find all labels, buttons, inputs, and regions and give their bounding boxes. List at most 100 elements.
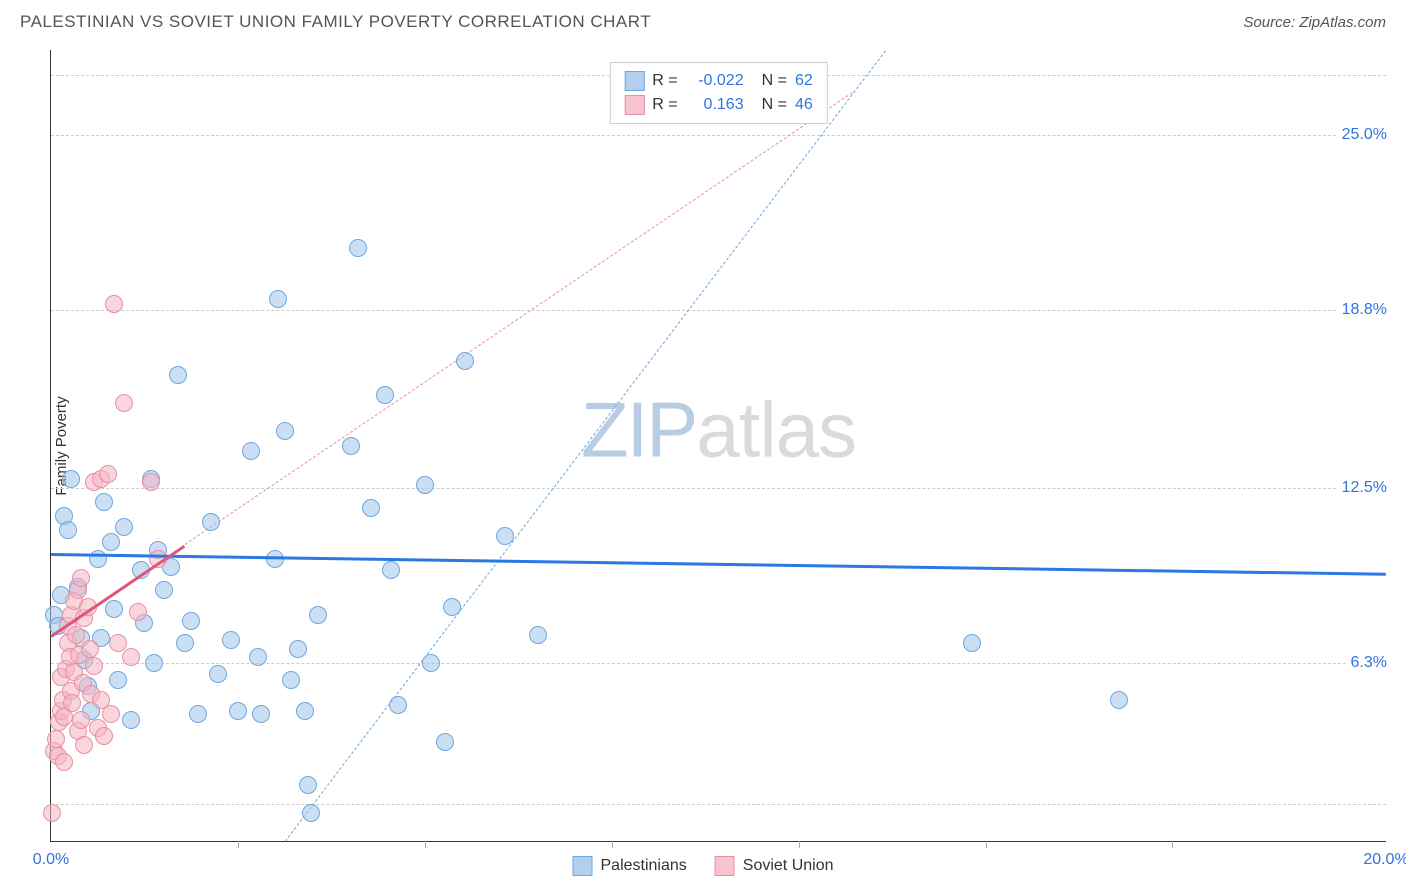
data-point [89,550,107,568]
data-point [105,295,123,313]
legend-item: Palestinians [573,856,687,876]
data-point [963,634,981,652]
legend-stats-row: R = 0.163 N = 46 [624,93,812,117]
y-tick-label: 12.5% [1338,479,1391,497]
x-tick-label: 0.0% [33,851,69,869]
data-point [389,696,407,714]
legend-item: Soviet Union [715,856,834,876]
data-point [269,290,287,308]
legend-bottom: Palestinians Soviet Union [573,856,834,876]
x-tick-label: 20.0% [1363,851,1406,869]
data-point [436,733,454,751]
source-credit: Source: ZipAtlas.com [1243,14,1386,31]
data-point [122,648,140,666]
legend-stats-row: R = -0.022 N = 62 [624,69,812,93]
legend-swatch [573,856,593,876]
data-point [75,736,93,754]
data-point [129,603,147,621]
legend-swatch [624,95,644,115]
data-point [252,705,270,723]
data-point [122,711,140,729]
data-point [422,654,440,672]
data-point [209,665,227,683]
legend-r-value: 0.163 [686,96,744,114]
legend-n-value: 46 [795,96,813,114]
data-point [176,634,194,652]
chart-title: PALESTINIAN VS SOVIET UNION FAMILY POVER… [20,12,651,32]
data-point [81,640,99,658]
legend-r-label: R = [652,96,677,114]
data-point [529,626,547,644]
data-point [102,533,120,551]
y-tick-label: 6.3% [1347,654,1391,672]
x-tick [1172,841,1173,848]
data-point [282,671,300,689]
data-point [105,600,123,618]
gridline [51,488,1386,489]
data-point [496,527,514,545]
header: PALESTINIAN VS SOVIET UNION FAMILY POVER… [0,0,1406,40]
data-point [47,730,65,748]
data-point [362,499,380,517]
data-point [189,705,207,723]
data-point [59,521,77,539]
legend-swatch [715,856,735,876]
data-point [155,581,173,599]
data-point [443,598,461,616]
data-point [109,671,127,689]
data-point [342,437,360,455]
data-point [349,239,367,257]
legend-n-label: N = [762,96,787,114]
data-point [296,702,314,720]
data-point [276,422,294,440]
legend-swatch [624,71,644,91]
legend-label: Soviet Union [743,857,834,875]
legend-n-value: 62 [795,72,813,90]
data-point [1110,691,1128,709]
legend-stats: R = -0.022 N = 62 R = 0.163 N = 46 [609,62,827,124]
plot-area: ZIPatlas 6.3%12.5%18.8%25.0%0.0%20.0%R =… [50,50,1386,842]
data-point [115,394,133,412]
data-point [249,648,267,666]
data-point [72,569,90,587]
data-point [309,606,327,624]
y-tick-label: 18.8% [1338,301,1391,319]
data-point [102,705,120,723]
trend-line [51,553,1386,575]
data-point [142,473,160,491]
data-point [302,804,320,822]
legend-r-label: R = [652,72,677,90]
x-tick [799,841,800,848]
legend-label: Palestinians [601,857,687,875]
gridline [51,310,1386,311]
data-point [229,702,247,720]
data-point [72,711,90,729]
data-point [99,465,117,483]
data-point [416,476,434,494]
trend-line [184,92,852,545]
gridline [51,804,1386,805]
chart-container: Family Poverty ZIPatlas 6.3%12.5%18.8%25… [50,50,1386,842]
legend-n-label: N = [762,72,787,90]
trend-line [284,50,886,842]
data-point [43,804,61,822]
legend-r-value: -0.022 [686,72,744,90]
data-point [62,470,80,488]
data-point [95,493,113,511]
data-point [115,518,133,536]
y-tick-label: 25.0% [1338,126,1391,144]
data-point [242,442,260,460]
data-point [95,727,113,745]
data-point [299,776,317,794]
data-point [182,612,200,630]
data-point [67,626,85,644]
data-point [382,561,400,579]
data-point [55,753,73,771]
data-point [376,386,394,404]
x-tick [238,841,239,848]
data-point [222,631,240,649]
data-point [63,694,81,712]
x-tick [612,841,613,848]
x-tick [986,841,987,848]
data-point [202,513,220,531]
